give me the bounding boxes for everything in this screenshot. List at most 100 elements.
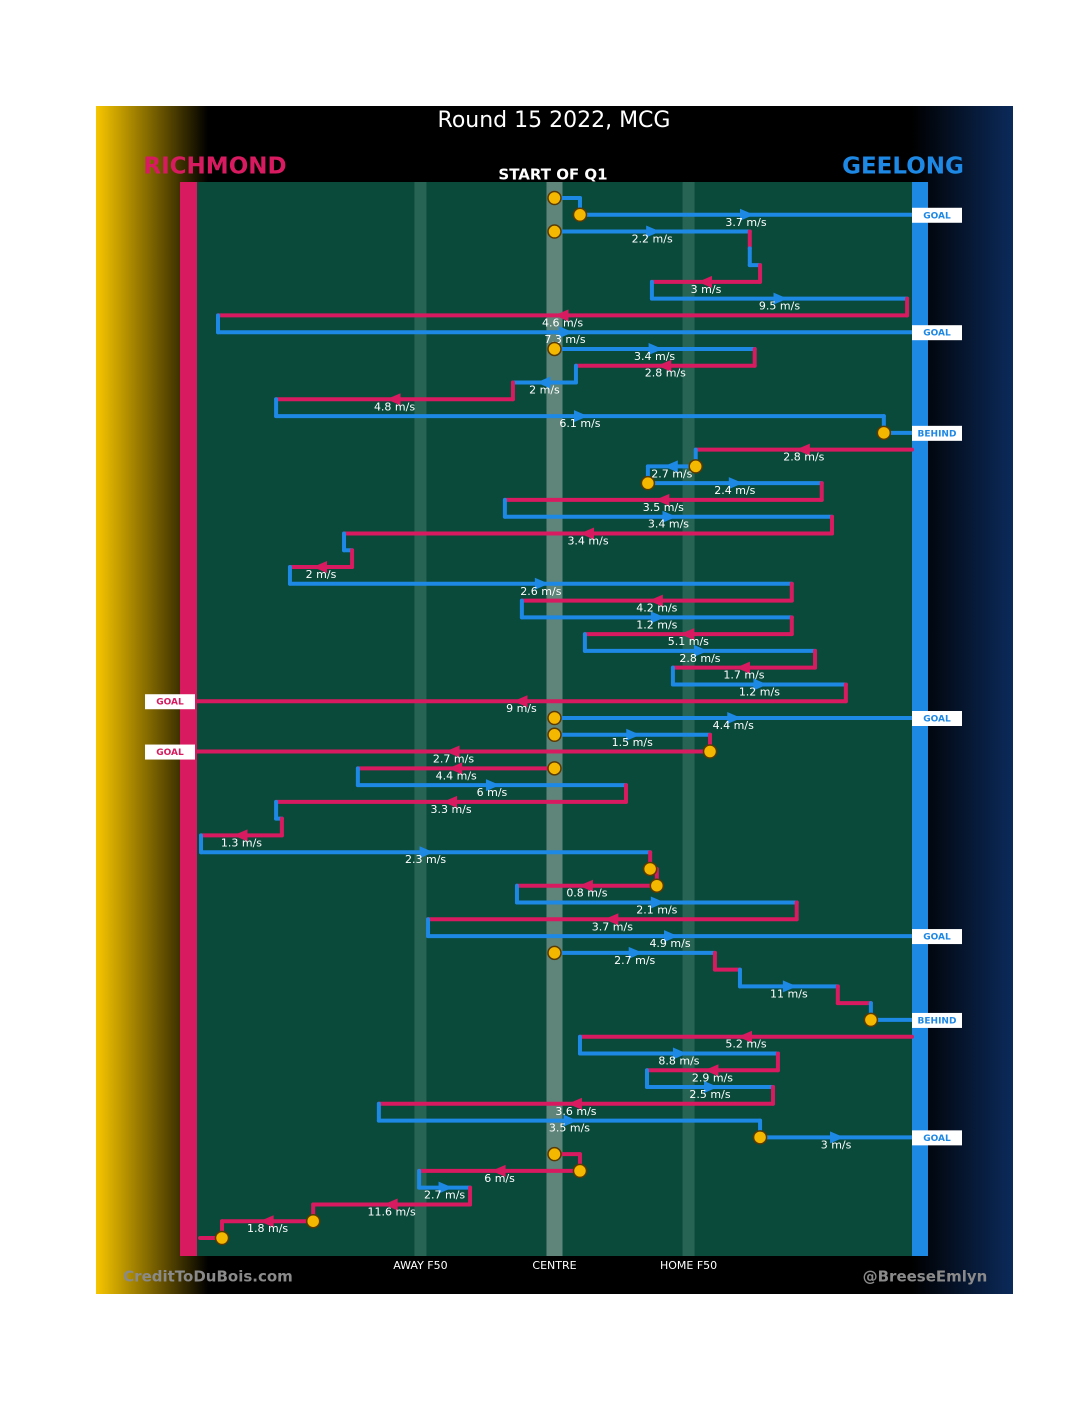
speed-label: 9 m/s [506,702,537,715]
right-band [912,106,1013,1294]
speed-label: 4.6 m/s [542,316,583,329]
stoppage-marker [547,224,562,239]
speed-label: 1.2 m/s [636,618,677,631]
direction-arrow [727,712,742,724]
stoppage-marker [547,727,562,743]
direction-arrow [491,1164,506,1177]
direction-arrow [773,292,788,305]
direction-arrow [795,443,810,456]
result-label: GOAL [156,698,184,708]
stoppage-marker [642,861,658,877]
direction-arrow [233,829,248,842]
direction-arrow [655,493,670,506]
speed-label: 2.9 m/s [692,1071,733,1084]
direction-arrow [559,326,574,339]
direction-arrow [628,946,643,959]
speed-label: 2.7 m/s [614,954,655,967]
result-box [145,694,195,710]
direction-arrow [704,1081,719,1094]
stoppage-marker [863,1012,879,1028]
team-name: GEELONG [842,154,964,180]
speed-label: 1.2 m/s [739,685,780,698]
speed-label: 3.6 m/s [555,1105,596,1118]
richmond-goal-line [180,182,197,1256]
x-tick-label: CENTRE [532,1259,576,1272]
direction-arrow [737,1030,752,1043]
result-box [912,929,962,945]
direction-arrow [448,762,463,775]
stoppage-marker [547,761,562,776]
direction-arrow [693,644,708,657]
stoppage-marker [702,744,718,759]
speed-label: 4.4 m/s [436,769,477,782]
direction-arrow [534,577,549,590]
speed-label: 1.5 m/s [612,736,653,749]
direction-arrow [563,1114,578,1127]
direction-arrow [830,1131,845,1144]
direction-arrow [680,628,695,641]
speed-label: 4.8 m/s [374,400,415,413]
speed-label: 2.8 m/s [645,367,686,380]
direction-arrow [704,1064,719,1077]
speed-label: 2.2 m/s [632,233,673,246]
stoppage-marker [688,459,703,474]
stoppage-marker [305,1213,321,1229]
direction-arrow [735,661,750,674]
speed-label: 3.4 m/s [567,534,608,547]
speed-label: 1.8 m/s [247,1222,288,1235]
direction-arrow [650,896,665,909]
speed-label: 2.3 m/s [405,853,446,866]
speed-label: 3 m/s [691,283,722,296]
speed-label: 5.2 m/s [725,1038,766,1051]
result-label: GOAL [923,211,951,221]
direction-arrow [657,359,672,372]
direction-arrow [662,510,677,523]
result-box [912,1130,962,1146]
direction-arrow [753,678,768,691]
speed-label: 2.7 m/s [424,1189,465,1202]
speed-label: 4.2 m/s [636,602,677,615]
speed-label: 2.7 m/s [433,753,474,766]
speed-label: 4.9 m/s [649,937,690,950]
stoppage-marker [649,878,665,893]
speed-label: 6 m/s [484,1172,515,1185]
speed-label: 4.4 m/s [713,719,754,732]
speed-label: 8.8 m/s [658,1054,699,1067]
direction-arrow [485,779,500,792]
speed-label: 3.5 m/s [643,501,684,514]
direction-arrow [419,846,434,859]
speed-label: 2.8 m/s [783,451,824,464]
speed-label: 3 m/s [821,1138,852,1151]
direction-arrow [536,376,551,389]
direction-arrow [445,745,460,758]
speed-label: 5.1 m/s [668,635,709,648]
direction-arrow [580,527,595,540]
result-label: GOAL [923,715,951,725]
speed-label: 3.5 m/s [549,1122,590,1135]
x-tick-label: HOME F50 [660,1259,717,1272]
speed-label: 2 m/s [306,568,337,581]
credit: CreditToDuBois.com [123,1268,293,1286]
direction-arrow [443,795,458,808]
result-label: GOAL [156,748,184,758]
result-label: GOAL [923,329,951,339]
stoppage-marker [214,1230,230,1246]
team-name: RICHMOND [143,154,286,180]
stoppage-marker [752,1130,768,1145]
field-lane [414,182,427,1256]
speed-label: 3.3 m/s [430,803,471,816]
direction-arrow [386,393,401,406]
stoppage-marker [572,207,588,223]
speed-label: 2.6 m/s [520,585,561,598]
result-box [912,325,962,341]
direction-arrow [782,980,797,993]
stoppage-marker [876,425,892,441]
direction-arrow [513,695,528,708]
direction-arrow [663,460,678,473]
stoppage-marker [547,190,562,206]
speed-label: 0.8 m/s [566,887,607,900]
direction-arrow [438,1181,453,1194]
speed-label: 3.4 m/s [648,518,689,531]
